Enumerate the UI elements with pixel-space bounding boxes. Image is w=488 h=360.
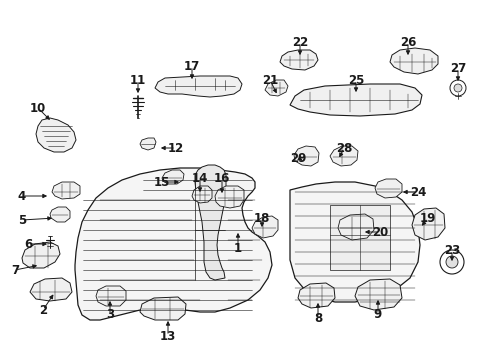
Polygon shape [329, 205, 389, 270]
Text: 28: 28 [335, 141, 351, 154]
Text: 20: 20 [371, 225, 387, 239]
Polygon shape [30, 278, 72, 301]
Text: 11: 11 [130, 73, 146, 86]
Text: 2: 2 [39, 303, 47, 316]
Circle shape [445, 256, 457, 268]
Polygon shape [155, 76, 242, 97]
Text: 7: 7 [11, 264, 19, 276]
Polygon shape [297, 283, 334, 308]
Text: 12: 12 [167, 141, 184, 154]
Polygon shape [75, 168, 271, 320]
Text: 18: 18 [253, 212, 270, 225]
Text: 24: 24 [409, 185, 426, 198]
Polygon shape [264, 80, 287, 96]
Circle shape [453, 84, 461, 92]
Polygon shape [96, 286, 126, 306]
Polygon shape [22, 242, 60, 268]
Polygon shape [36, 118, 76, 152]
Text: 15: 15 [154, 176, 170, 189]
Polygon shape [337, 214, 373, 240]
Text: 1: 1 [233, 242, 242, 255]
Polygon shape [354, 279, 401, 310]
Polygon shape [289, 84, 421, 116]
Polygon shape [195, 165, 225, 280]
Polygon shape [411, 208, 444, 240]
Text: 22: 22 [291, 36, 307, 49]
Text: 16: 16 [213, 171, 230, 185]
Polygon shape [389, 48, 437, 74]
Text: 4: 4 [18, 189, 26, 202]
Circle shape [449, 80, 465, 96]
Polygon shape [215, 186, 244, 208]
Polygon shape [289, 182, 419, 302]
Text: 9: 9 [373, 309, 381, 321]
Polygon shape [280, 50, 317, 70]
Text: 17: 17 [183, 59, 200, 72]
Polygon shape [329, 146, 357, 166]
Text: 21: 21 [262, 73, 278, 86]
Text: 29: 29 [289, 152, 305, 165]
Polygon shape [52, 182, 80, 199]
Polygon shape [192, 186, 212, 203]
Text: 5: 5 [18, 213, 26, 226]
Circle shape [439, 250, 463, 274]
Text: 23: 23 [443, 243, 459, 256]
Text: 3: 3 [106, 309, 114, 321]
Text: 8: 8 [313, 311, 322, 324]
Text: 14: 14 [191, 171, 208, 185]
Text: 6: 6 [24, 238, 32, 251]
Polygon shape [140, 138, 156, 150]
Text: 27: 27 [449, 62, 465, 75]
Polygon shape [293, 146, 318, 166]
Polygon shape [162, 170, 183, 184]
Polygon shape [50, 207, 70, 222]
Polygon shape [251, 216, 278, 238]
Text: 25: 25 [347, 73, 364, 86]
Polygon shape [374, 179, 401, 198]
Text: 13: 13 [160, 329, 176, 342]
Text: 26: 26 [399, 36, 415, 49]
Text: 19: 19 [419, 212, 435, 225]
Text: 10: 10 [30, 102, 46, 114]
Polygon shape [140, 297, 185, 320]
